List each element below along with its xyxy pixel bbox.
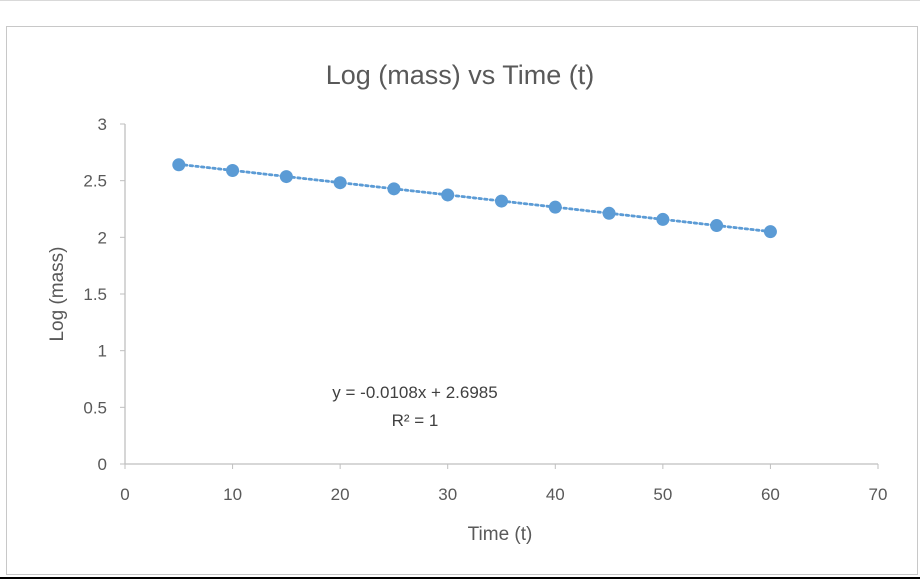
- x-tick-label: 50: [653, 485, 672, 504]
- trendline-r-squared: R² = 1: [392, 411, 439, 430]
- chart-area: [6, 26, 918, 575]
- data-point: [441, 188, 455, 202]
- data-point: [495, 194, 508, 208]
- data-point: [387, 182, 401, 196]
- data-point: [333, 176, 347, 190]
- y-tick-label: 2: [98, 228, 107, 247]
- x-tick-label: 0: [120, 485, 129, 504]
- x-tick-label: 20: [331, 485, 350, 504]
- x-axis-title: Time (t): [468, 524, 533, 545]
- x-tick-label: 70: [869, 485, 888, 504]
- x-tick-label: 40: [546, 485, 565, 504]
- data-point: [279, 170, 293, 184]
- x-tick-label: 30: [438, 485, 457, 504]
- x-tick-labels: 0 10 20 30 40 50 60 70: [120, 485, 887, 504]
- data-point: [226, 163, 240, 177]
- data-points: [172, 158, 777, 239]
- x-tick-label: 10: [223, 485, 242, 504]
- trendline-equation: y = -0.0108x + 2.6985: [332, 383, 497, 402]
- bottom-border-line: [0, 577, 920, 579]
- data-point: [710, 219, 724, 233]
- y-axis-title: Log (mass): [47, 246, 68, 341]
- chart-title: Log (mass) vs Time (t): [326, 60, 595, 90]
- x-tick-label: 60: [761, 485, 780, 504]
- data-point: [763, 225, 777, 239]
- top-border-line: [0, 0, 920, 1]
- data-point: [548, 200, 562, 214]
- y-tick-labels: 0 0.5 1 1.5 2 2.5 3: [83, 115, 107, 474]
- y-tick-label: 0.5: [83, 398, 107, 417]
- axes: [120, 123, 879, 469]
- y-tick-label: 0: [98, 455, 107, 474]
- y-tick-label: 3: [98, 115, 107, 134]
- data-point: [602, 206, 616, 220]
- trendline: [177, 162, 772, 234]
- data-point: [656, 212, 670, 226]
- y-tick-label: 1.5: [83, 285, 107, 304]
- y-tick-label: 2.5: [83, 172, 107, 191]
- data-point: [172, 158, 186, 172]
- y-tick-label: 1: [98, 342, 107, 361]
- trendline-group: [177, 162, 772, 234]
